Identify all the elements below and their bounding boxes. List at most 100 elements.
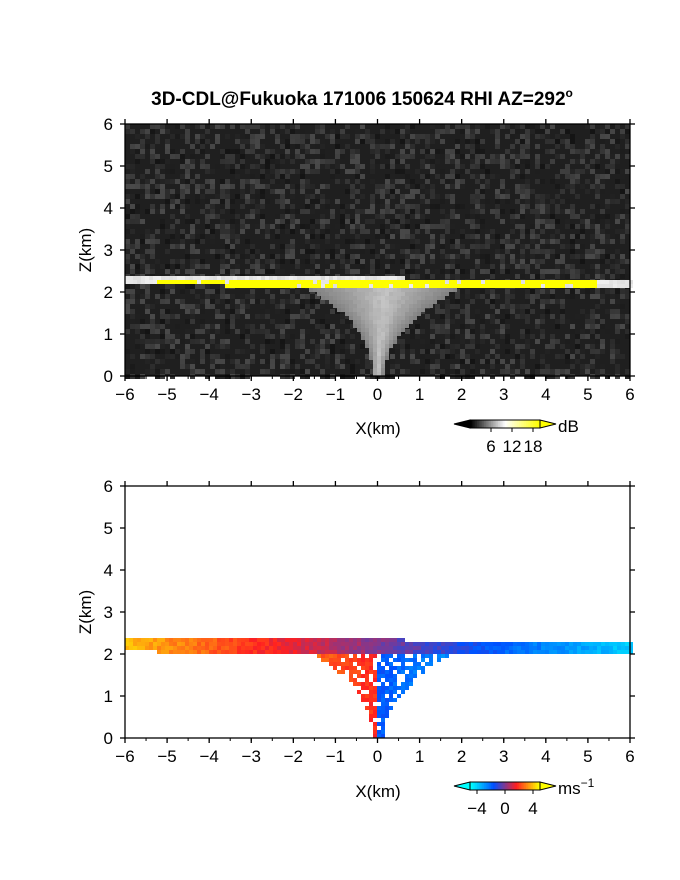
noise-cell [235,269,240,274]
echo-cell [357,662,361,666]
noise-cell [210,209,215,214]
echo-cell [381,328,385,332]
noise-cell [555,324,560,329]
noise-cell [210,179,215,184]
noise-cell [390,349,395,354]
echo-cell [381,674,385,678]
noise-cell [260,169,265,174]
noise-cell [590,314,595,319]
echo-cell [357,650,361,654]
noise-cell [145,344,150,349]
noise-cell [270,354,275,359]
noise-cell [265,329,270,334]
x-tick-label: −5 [157,747,176,766]
echo-cell [353,324,357,328]
noise-cell [590,184,595,189]
noise-cell [475,229,480,234]
echo-cell [389,332,393,336]
echo-cell [489,642,493,646]
echo-cell [365,662,369,666]
noise-cell [590,334,595,339]
noise-cell [240,179,245,184]
noise-cell [175,299,180,304]
echo-cell [181,280,185,284]
noise-cell [520,244,525,249]
echo-cell [377,650,381,654]
echo-cell [549,646,553,650]
noise-cell [620,304,625,309]
echo-cell [405,674,409,678]
echo-cell [441,296,445,300]
echo-cell [377,372,381,376]
colorbar-swatch [512,782,515,790]
echo-cell [377,694,381,698]
noise-cell [205,219,210,224]
noise-cell [360,209,365,214]
echo-cell [377,280,381,284]
echo-cell [357,308,361,312]
echo-cell [137,280,141,284]
echo-cell [397,308,401,312]
colorbar-swatch [503,782,506,790]
noise-cell [340,319,345,324]
noise-cell [540,229,545,234]
noise-cell [520,309,525,314]
noise-cell [325,229,330,234]
echo-cell [437,658,441,662]
echo-cell [237,638,241,642]
echo-cell [405,666,409,670]
noise-cell [500,259,505,264]
noise-cell [325,314,330,319]
noise-cell [185,164,190,169]
echo-cell [593,650,597,654]
noise-cell [235,364,240,369]
noise-cell [460,369,465,374]
echo-cell [169,646,173,650]
noise-cell [470,244,475,249]
noise-cell [350,154,355,159]
noise-cell [580,209,585,214]
noise-cell [625,214,630,219]
noise-cell [530,349,535,354]
colorbar-swatch [478,420,481,428]
echo-cell [397,670,401,674]
noise-cell [525,144,530,149]
noise-cell [160,359,165,364]
echo-cell [549,284,553,288]
echo-cell [357,292,361,296]
noise-cell [410,174,415,179]
echo-cell [397,316,401,320]
noise-cell [545,339,550,344]
echo-cell [413,658,417,662]
noise-cell [180,234,185,239]
echo-cell [133,642,137,646]
echo-cell [417,280,421,284]
echo-cell [361,292,365,296]
noise-cell [220,209,225,214]
noise-cell [410,134,415,139]
echo-cell [285,276,289,280]
echo-cell [373,312,377,316]
noise-cell [435,324,440,329]
noise-cell [595,234,600,239]
echo-cell [469,642,473,646]
echo-cell [341,284,345,288]
noise-cell [465,364,470,369]
noise-cell [375,154,380,159]
noise-cell [370,259,375,264]
noise-cell [525,149,530,154]
noise-cell [445,159,450,164]
noise-cell [270,124,275,129]
noise-cell [250,149,255,154]
noise-cell [360,224,365,229]
echo-cell [433,646,437,650]
noise-cell [450,244,455,249]
noise-cell [150,269,155,274]
noise-cell [390,129,395,134]
noise-cell [385,209,390,214]
noise-cell [385,154,390,159]
noise-cell [130,209,135,214]
echo-cell [257,646,261,650]
noise-cell [420,354,425,359]
noise-cell [550,219,555,224]
